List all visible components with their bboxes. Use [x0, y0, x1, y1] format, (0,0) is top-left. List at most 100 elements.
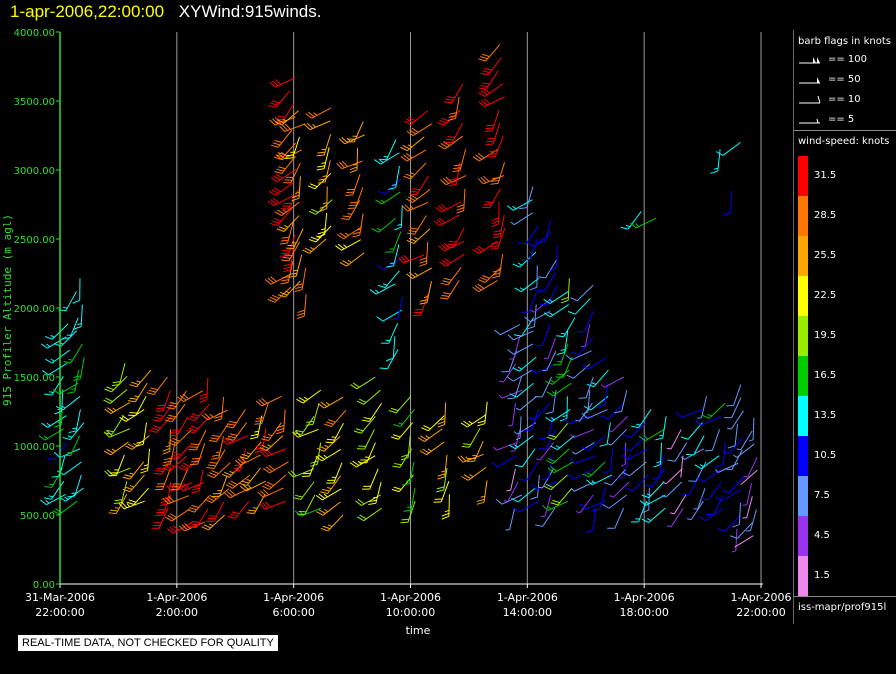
- barb-shaft: [316, 442, 322, 465]
- barb-shaft: [44, 428, 64, 441]
- barb-shaft: [293, 228, 304, 249]
- wind-barb: [403, 110, 429, 125]
- wind-barb: [315, 449, 341, 462]
- wind-barb: [269, 77, 296, 88]
- barb-legend-title: barb flags in knots: [798, 36, 891, 47]
- y-tick-label: 2500.00: [14, 235, 55, 246]
- barb-shaft: [451, 122, 463, 143]
- barb-flag: [262, 449, 269, 456]
- barb-flag: [342, 215, 351, 218]
- wind-barb: [421, 415, 445, 432]
- wind-barb: [522, 238, 539, 261]
- barb-flag: [315, 494, 323, 501]
- barb-shaft: [162, 389, 172, 412]
- wind-barb: [527, 304, 537, 330]
- wind-barb: [446, 227, 465, 248]
- barb-flag: [484, 67, 492, 71]
- barb-flag: [281, 259, 289, 262]
- barb-flag: [550, 502, 558, 506]
- barb-flag: [422, 448, 430, 454]
- wind-barb: [362, 468, 379, 490]
- wind-barb: [506, 468, 516, 492]
- wind-barb: [715, 489, 741, 502]
- barb-flag: [388, 410, 397, 414]
- barb-shaft: [513, 212, 533, 226]
- barb-flag: [437, 421, 446, 425]
- wind-barb: [346, 121, 364, 143]
- barb-flag: [631, 425, 639, 429]
- barb-flag: [266, 481, 275, 486]
- barb-flag: [518, 478, 527, 481]
- barb-flag: [436, 489, 444, 493]
- wind-barb: [527, 402, 551, 421]
- barb-half-flag: [550, 380, 555, 383]
- barb-shaft: [545, 258, 558, 279]
- barb-flag: [394, 226, 402, 231]
- barb-shaft: [513, 199, 533, 211]
- barb-flag: [482, 82, 490, 85]
- y-tick-label: 4000.00: [14, 28, 55, 39]
- barb-flag: [341, 218, 349, 220]
- barb-shaft: [713, 494, 724, 516]
- barb-flag: [259, 447, 267, 452]
- wind-barb: [736, 430, 753, 451]
- barb-half-flag: [208, 523, 214, 527]
- barb-flag: [111, 383, 120, 387]
- wind-barb: [545, 448, 570, 465]
- barb-flag: [53, 451, 61, 458]
- barb-flag: [73, 375, 82, 378]
- barb-flag: [698, 516, 706, 522]
- barb-flag: [191, 504, 199, 509]
- barb-flag: [463, 443, 471, 446]
- barb-shaft: [573, 428, 595, 439]
- barb-flag: [509, 393, 517, 398]
- barb-flag: [167, 514, 175, 520]
- wind-barb: [524, 311, 551, 323]
- barb-flag: [169, 513, 177, 519]
- barb-shaft: [295, 254, 303, 277]
- barb-flag: [527, 416, 536, 421]
- barb-half-flag: [409, 205, 414, 210]
- barb-flag: [106, 407, 114, 413]
- barb-half-flag: [68, 358, 73, 361]
- title-plot-name: XYWind:915winds.: [178, 2, 322, 21]
- barb-shaft: [444, 135, 464, 150]
- wind-barb: [375, 191, 401, 205]
- barb-flag: [259, 503, 266, 510]
- barb-flag: [722, 212, 731, 216]
- barb-half-flag: [548, 298, 553, 303]
- barb-flag: [168, 442, 176, 446]
- wind-barb: [582, 461, 606, 478]
- barb-flag: [305, 113, 312, 119]
- barb-shaft: [627, 448, 648, 460]
- speed-legend-label: 13.5: [814, 410, 837, 421]
- barb-shaft: [629, 435, 647, 452]
- barb-flag: [419, 263, 427, 267]
- wind-barb: [371, 217, 396, 233]
- barb-flag: [438, 205, 445, 212]
- wind-barb: [653, 442, 663, 468]
- barb-shaft: [512, 403, 516, 426]
- barb-half-flag: [575, 511, 581, 514]
- barb-flag: [262, 435, 271, 439]
- wind-barb: [103, 428, 131, 438]
- wind-barb: [140, 448, 151, 474]
- barb-flag: [483, 203, 492, 206]
- barb-flag: [294, 289, 303, 293]
- wind-barb: [655, 416, 667, 441]
- barb-half-flag: [731, 550, 736, 553]
- wind-barb: [268, 90, 291, 108]
- barb-flag: [129, 384, 137, 388]
- wind-barb: [118, 500, 145, 510]
- barb-half-flag: [323, 493, 328, 498]
- wind-barb: [543, 474, 568, 491]
- wind-barb: [538, 429, 557, 450]
- barb-shaft: [747, 456, 758, 478]
- barb-flag: [543, 312, 551, 318]
- barb-shaft: [59, 500, 78, 515]
- barb-shaft: [514, 376, 522, 399]
- barb-flag: [326, 421, 334, 425]
- barb-flag: [317, 234, 325, 238]
- barb-flag: [52, 510, 60, 515]
- wind-barb: [281, 241, 301, 262]
